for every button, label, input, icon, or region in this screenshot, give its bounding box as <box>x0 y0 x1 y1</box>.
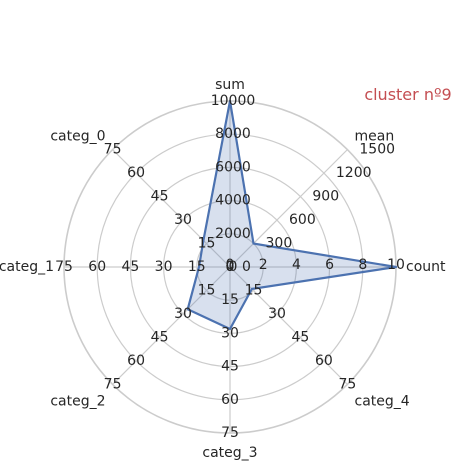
tick-label-categ_1: 0 <box>226 259 235 275</box>
tick-labels: 0 2 4 6 8 10030060090012001500020004000600080… <box>55 93 405 441</box>
tick-label-categ_1: 45 <box>121 259 139 275</box>
spoke-categ_4 <box>229 266 348 385</box>
tick-label-mean: 900 <box>312 189 339 205</box>
tick-label-categ_2: 60 <box>127 353 145 369</box>
tick-label-categ_2: 15 <box>198 283 216 299</box>
tick-label-categ_2: 75 <box>104 376 122 392</box>
tick-label-count: 8 <box>358 257 367 273</box>
tick-label-mean: 600 <box>289 212 316 228</box>
tick-label-mean: 300 <box>266 236 293 252</box>
series-area <box>187 101 396 329</box>
tick-label-categ_3: 0 <box>226 259 235 275</box>
tick-label-sum: 4000 <box>215 193 251 209</box>
axis-label-mean: mean <box>355 129 395 145</box>
tick-label-sum: 0 <box>229 259 238 275</box>
cluster-annotation: cluster nº9 <box>364 85 451 104</box>
axis-label-count: count <box>406 259 446 275</box>
tick-label-categ_0: 75 <box>104 142 122 158</box>
spoke-mean <box>229 149 348 268</box>
tick-label-categ_2: 0 <box>226 259 235 275</box>
tick-label-categ_2: 30 <box>174 306 192 322</box>
tick-label-categ_4: 45 <box>291 329 309 345</box>
axis-label-categ_4: categ_4 <box>355 394 410 410</box>
tick-label-categ_2: 45 <box>151 329 169 345</box>
tick-label-sum: 8000 <box>215 126 251 142</box>
tick-label-categ_0: 60 <box>127 165 145 181</box>
tick-label-categ_1: 30 <box>155 259 173 275</box>
tick-label-categ_4: 0 <box>226 259 235 275</box>
tick-label-count: 10 <box>387 257 405 273</box>
tick-label-categ_4: 60 <box>315 353 333 369</box>
tick-label-categ_0: 0 <box>226 259 235 275</box>
tick-label-categ_1: 60 <box>88 259 106 275</box>
spoke-categ_2 <box>112 266 231 385</box>
tick-label-categ_1: 75 <box>55 259 73 275</box>
tick-label-categ_3: 75 <box>221 425 239 441</box>
tick-label-categ_1: 15 <box>188 259 206 275</box>
tick-label-categ_0: 15 <box>198 236 216 252</box>
tick-label-categ_0: 45 <box>151 189 169 205</box>
axis-label-categ_1: categ_1 <box>0 259 54 275</box>
tick-label-sum: 2000 <box>215 226 251 242</box>
tick-label-mean: 1500 <box>359 142 395 158</box>
tick-label-mean: 0 <box>242 259 251 275</box>
tick-label-sum: 6000 <box>215 159 251 175</box>
axis-label-categ_0: categ_0 <box>50 129 105 145</box>
tick-label-count: 2 <box>259 257 268 273</box>
tick-label-categ_3: 15 <box>221 292 239 308</box>
series-layer <box>186 99 398 331</box>
tick-label-count: 6 <box>325 257 334 273</box>
axis-label-sum: sum <box>215 77 245 93</box>
axis-label-categ_2: categ_2 <box>50 394 105 410</box>
tick-label-categ_3: 30 <box>221 325 239 341</box>
tick-label-categ_4: 15 <box>245 283 263 299</box>
tick-label-categ_0: 30 <box>174 212 192 228</box>
tick-label-mean: 1200 <box>336 165 372 181</box>
tick-label-categ_4: 30 <box>268 306 286 322</box>
tick-label-count: 0 <box>226 257 235 273</box>
tick-label-sum: 10000 <box>211 93 256 109</box>
axis-label-categ_3: categ_3 <box>202 445 257 461</box>
tick-label-categ_3: 60 <box>221 392 239 408</box>
tick-label-categ_4: 75 <box>338 376 356 392</box>
axis-labels: count mean sum categ_0 categ_1 categ_2 categ_3… <box>0 77 446 461</box>
tick-label-categ_3: 45 <box>221 359 239 375</box>
spoke-categ_0 <box>112 149 231 268</box>
tick-label-count: 4 <box>292 257 301 273</box>
